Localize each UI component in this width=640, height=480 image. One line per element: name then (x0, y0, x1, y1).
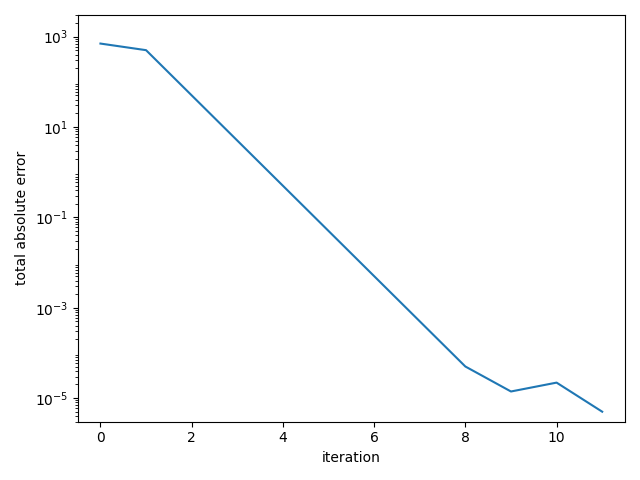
X-axis label: iteration: iteration (322, 451, 381, 465)
Y-axis label: total absolute error: total absolute error (15, 151, 29, 286)
